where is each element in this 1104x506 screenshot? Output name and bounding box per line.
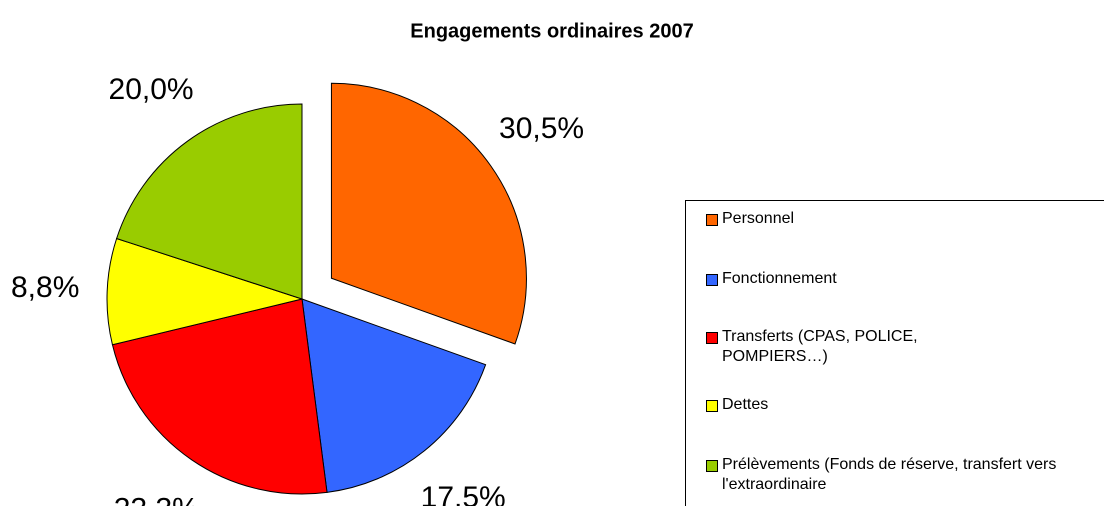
- legend-label: Transferts (CPAS, POLICE, POMPIERS…): [722, 328, 918, 365]
- data-label: 23.3%: [114, 493, 199, 506]
- data-label: 30,5%: [499, 112, 584, 145]
- legend-swatch: [706, 214, 718, 226]
- legend-swatch: [706, 460, 718, 472]
- legend-swatch: [706, 400, 718, 412]
- legend: Personnel Fonctionnement Transferts (CPAS,…: [685, 200, 1104, 506]
- legend-item: Prélèvements (Fonds de réserve, transfer…: [706, 455, 1062, 495]
- legend-label: Prélèvements (Fonds de réserve, transfer…: [722, 456, 1057, 493]
- legend-item: Transferts (CPAS, POLICE, POMPIERS…): [706, 327, 1022, 367]
- legend-label: Dettes: [722, 396, 769, 413]
- legend-label: Personnel: [722, 210, 795, 227]
- pie-slice: [111, 298, 328, 495]
- pie-slice: [115, 103, 303, 300]
- chart-title: Engagements ordinaires 2007: [410, 20, 693, 42]
- pie-slice: [330, 82, 527, 345]
- pie-slice: [301, 298, 487, 493]
- legend-swatch: [706, 332, 718, 344]
- legend-swatch: [706, 274, 718, 286]
- data-label: 8,8%: [11, 271, 79, 304]
- legend-label: Fonctionnement: [722, 270, 837, 287]
- legend-item: Fonctionnement: [706, 269, 1062, 289]
- pie-slice: [106, 237, 304, 346]
- data-label: 17,5%: [421, 481, 506, 506]
- legend-item: Dettes: [706, 395, 1062, 415]
- data-label: 20,0%: [109, 73, 194, 106]
- legend-item: Personnel: [706, 209, 1062, 229]
